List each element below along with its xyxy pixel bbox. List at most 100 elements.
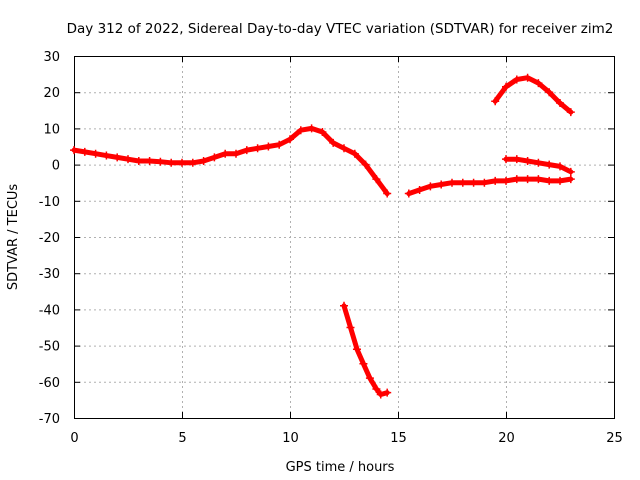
data-point	[91, 149, 100, 158]
y-tick-label: -30	[39, 267, 60, 282]
data-point	[491, 97, 500, 106]
data-point	[458, 178, 467, 187]
data-point	[199, 156, 208, 165]
x-tick-label: 15	[390, 431, 407, 446]
data-point	[426, 182, 435, 191]
y-tick-label: 0	[52, 159, 60, 174]
series-arc-1	[70, 124, 392, 198]
data-point	[502, 176, 510, 185]
data-point	[70, 146, 78, 155]
y-tick-label: -10	[39, 195, 60, 210]
data-point	[383, 388, 392, 397]
y-tick-label: -70	[39, 412, 60, 427]
series-line	[71, 125, 390, 197]
data-point	[102, 151, 111, 160]
data-point	[523, 156, 532, 165]
data-point	[502, 82, 510, 91]
data-point	[286, 135, 294, 144]
data-point	[113, 153, 122, 162]
data-point	[376, 390, 385, 399]
data-point	[545, 160, 554, 169]
x-tick-label: 5	[178, 431, 186, 446]
data-series	[70, 73, 575, 399]
data-point	[512, 75, 521, 84]
data-point	[404, 189, 413, 198]
data-point	[296, 126, 305, 135]
data-point	[188, 158, 197, 167]
data-point	[566, 167, 575, 176]
data-point	[264, 142, 273, 151]
data-point	[512, 155, 521, 164]
data-point	[372, 385, 381, 394]
y-tick-label: -60	[39, 376, 60, 391]
data-point	[556, 176, 564, 185]
data-point	[340, 144, 348, 153]
axis-ticks	[74, 56, 615, 419]
data-point	[352, 345, 361, 354]
data-point	[383, 189, 392, 198]
x-tick-labels: 0 5 10 15 20 25	[70, 431, 622, 446]
chart-title: Day 312 of 2022, Sidereal Day-to-day VTE…	[67, 21, 614, 37]
data-point	[545, 176, 554, 185]
data-point	[307, 124, 316, 133]
data-point	[534, 79, 543, 88]
data-point	[221, 149, 230, 158]
series-line	[406, 176, 574, 197]
x-axis-label: GPS time / hours	[286, 460, 395, 475]
x-tick-label: 0	[70, 431, 78, 446]
data-point	[145, 156, 154, 165]
data-point	[253, 144, 262, 153]
y-tick-label: -50	[39, 340, 60, 355]
series-line	[492, 75, 574, 115]
data-point	[437, 180, 446, 189]
y-axis-label: SDTVAR / TECUs	[6, 184, 21, 291]
data-point	[556, 99, 564, 108]
data-point	[156, 157, 165, 166]
y-tick-label: 30	[43, 50, 60, 65]
y-tick-label: 20	[43, 86, 60, 101]
y-tick-labels: -70 -60 -50 -40 -30 -20 -10 0 10 20 30	[39, 50, 60, 427]
data-point	[512, 175, 521, 184]
series-arc-3	[404, 175, 575, 198]
data-point	[359, 359, 368, 368]
x-tick-label: 25	[606, 431, 623, 446]
data-point	[491, 176, 500, 185]
x-tick-label: 10	[282, 431, 299, 446]
data-point	[346, 323, 355, 332]
data-point	[556, 162, 564, 171]
data-point	[134, 156, 143, 165]
data-point	[242, 146, 251, 155]
series-arc-4	[502, 155, 575, 176]
data-point	[469, 178, 478, 187]
y-tick-label: -20	[39, 231, 60, 246]
data-point	[329, 138, 338, 147]
data-point	[232, 149, 240, 158]
series-arc-2	[340, 301, 392, 399]
data-point	[365, 374, 374, 383]
series-line	[341, 303, 390, 397]
grid-lines	[74, 56, 614, 418]
data-point	[448, 178, 456, 187]
data-point	[318, 128, 327, 137]
series-arc-5	[491, 73, 575, 117]
data-point	[566, 175, 575, 184]
data-point	[534, 158, 543, 167]
data-point	[124, 155, 132, 164]
data-point	[523, 73, 532, 82]
data-point	[350, 149, 359, 158]
data-point	[502, 155, 510, 164]
data-point	[275, 140, 284, 149]
data-point	[523, 175, 532, 184]
data-point	[480, 178, 489, 187]
y-tick-label: -40	[39, 303, 60, 318]
data-point	[372, 175, 381, 184]
data-point	[340, 301, 348, 310]
data-point	[566, 108, 575, 117]
data-point	[415, 185, 424, 194]
data-point	[361, 160, 370, 169]
data-point	[534, 175, 543, 184]
data-point	[80, 147, 89, 156]
data-point	[178, 158, 186, 167]
data-point	[210, 153, 219, 162]
